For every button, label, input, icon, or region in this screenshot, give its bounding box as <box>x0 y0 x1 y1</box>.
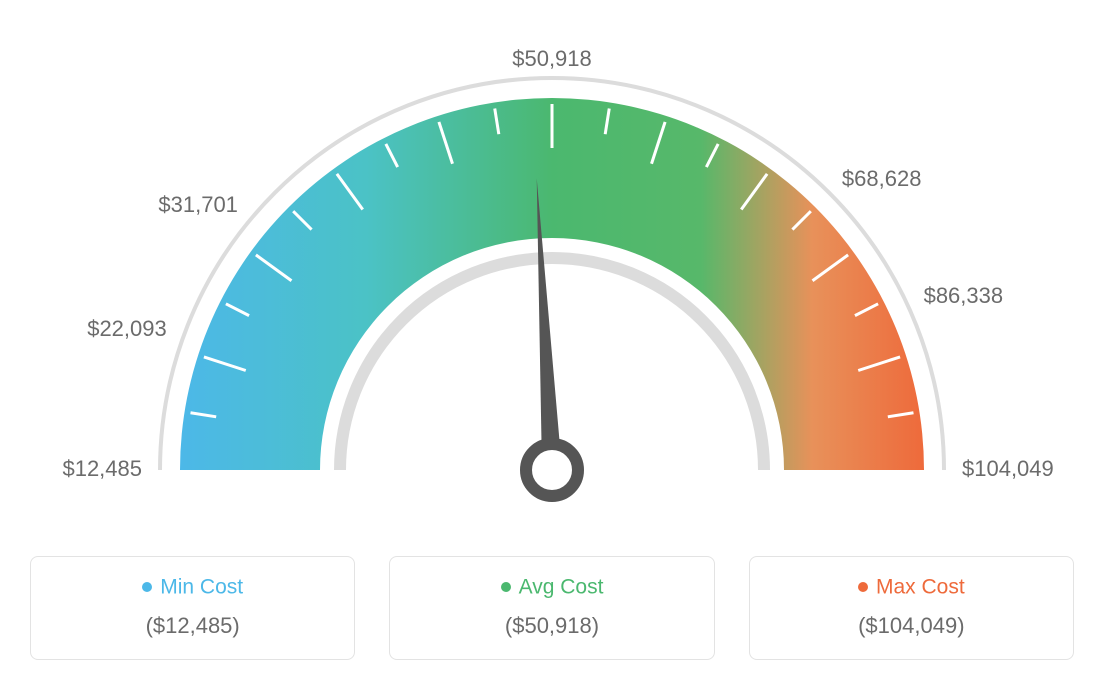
scale-label: $50,918 <box>502 46 602 72</box>
legend-title-avg: Avg Cost <box>410 575 693 599</box>
scale-label: $31,701 <box>158 192 238 218</box>
legend-card-avg: Avg Cost ($50,918) <box>389 556 714 660</box>
legend-value-max: ($104,049) <box>770 613 1053 639</box>
scale-label: $68,628 <box>842 166 922 192</box>
scale-label: $104,049 <box>962 456 1054 482</box>
scale-label: $12,485 <box>62 456 142 482</box>
legend-label-max: Max Cost <box>876 575 965 598</box>
gauge-svg <box>0 0 1104 550</box>
legend-label-avg: Avg Cost <box>519 575 604 598</box>
legend-dot-max <box>858 582 868 592</box>
legend-card-max: Max Cost ($104,049) <box>749 556 1074 660</box>
scale-label: $22,093 <box>87 316 167 342</box>
legend-row: Min Cost ($12,485) Avg Cost ($50,918) Ma… <box>30 556 1074 660</box>
legend-value-min: ($12,485) <box>51 613 334 639</box>
legend-label-min: Min Cost <box>160 575 243 598</box>
gauge-area: $12,485 $22,093 $31,701 $50,918 $68,628 $86,3… <box>0 0 1104 550</box>
legend-title-min: Min Cost <box>51 575 334 599</box>
legend-card-min: Min Cost ($12,485) <box>30 556 355 660</box>
gauge-chart-container: $12,485 $22,093 $31,701 $50,918 $68,628 $86,3… <box>0 0 1104 690</box>
legend-dot-avg <box>501 582 511 592</box>
legend-title-max: Max Cost <box>770 575 1053 599</box>
legend-dot-min <box>142 582 152 592</box>
scale-label: $86,338 <box>924 283 1004 309</box>
legend-value-avg: ($50,918) <box>410 613 693 639</box>
